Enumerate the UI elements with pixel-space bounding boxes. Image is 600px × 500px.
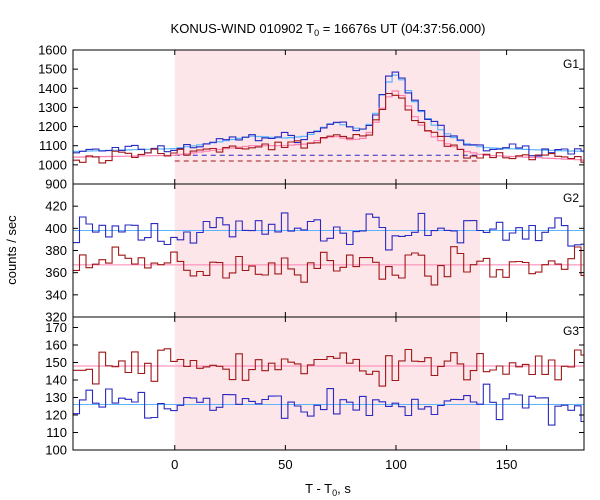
x-axis-title: T - T0, s bbox=[305, 481, 351, 498]
y-tick-label-G3: 130 bbox=[45, 390, 67, 405]
panel-label-G2: G2 bbox=[563, 191, 579, 205]
panel-label-G1: G1 bbox=[563, 57, 579, 71]
y-tick-label-G2: 340 bbox=[45, 287, 67, 302]
x-tick-label: 0 bbox=[171, 457, 178, 472]
y-tick-label-G2: 400 bbox=[45, 221, 67, 236]
x-tick-label: 150 bbox=[496, 457, 518, 472]
series-line-G1-1 bbox=[73, 92, 584, 164]
series-line-G2-0 bbox=[73, 212, 584, 251]
y-tick-label-G2: 320 bbox=[45, 310, 67, 325]
y-tick-label-G2: 380 bbox=[45, 243, 67, 258]
y-tick-label-G2: 420 bbox=[45, 199, 67, 214]
y-tick-label-G1: 1000 bbox=[38, 157, 67, 172]
series-line-G1-0 bbox=[73, 71, 584, 157]
panel-frame-G3 bbox=[72, 316, 585, 451]
y-tick-label-G3: 100 bbox=[45, 443, 67, 458]
tick-labels: G19001000110012001300140015001600G232034… bbox=[38, 43, 579, 473]
y-tick-label-G1: 1300 bbox=[38, 100, 67, 115]
x-tick-label: 100 bbox=[385, 457, 407, 472]
x-tick-label: 50 bbox=[278, 457, 292, 472]
shaded-interval-G3 bbox=[174, 317, 481, 450]
y-tick-label-G1: 1200 bbox=[38, 119, 67, 134]
y-tick-label-G1: 1400 bbox=[38, 81, 67, 96]
y-axis-title: counts / sec bbox=[4, 215, 19, 285]
y-tick-label-G3: 150 bbox=[45, 355, 67, 370]
y-tick-label-G3: 110 bbox=[46, 425, 67, 440]
y-tick-label-G1: 900 bbox=[45, 177, 67, 192]
series-line-G2-1 bbox=[73, 246, 584, 286]
trigger-interval-shading bbox=[174, 50, 481, 450]
series-line-G3-1 bbox=[73, 383, 584, 426]
y-tick-label-G1: 1100 bbox=[39, 138, 67, 153]
panel-label-G3: G3 bbox=[563, 324, 579, 338]
y-tick-label-G2: 360 bbox=[45, 265, 67, 280]
series-line-G3-0 bbox=[73, 348, 584, 387]
y-tick-label-G3: 170 bbox=[45, 320, 67, 335]
shaded-interval-G1 bbox=[174, 50, 481, 184]
y-tick-label-G1: 1600 bbox=[38, 43, 67, 58]
y-tick-label-G1: 1500 bbox=[38, 62, 67, 77]
chart-title: KONUS-WIND 010902 T0 = 16676s UT (04:37:… bbox=[171, 21, 486, 38]
y-tick-label-G3: 120 bbox=[45, 408, 67, 423]
panel-frames bbox=[72, 49, 585, 451]
series-layer bbox=[73, 71, 584, 426]
y-tick-label-G3: 140 bbox=[45, 373, 67, 388]
shaded-interval-G2 bbox=[174, 184, 481, 317]
y-tick-label-G3: 160 bbox=[45, 338, 67, 353]
